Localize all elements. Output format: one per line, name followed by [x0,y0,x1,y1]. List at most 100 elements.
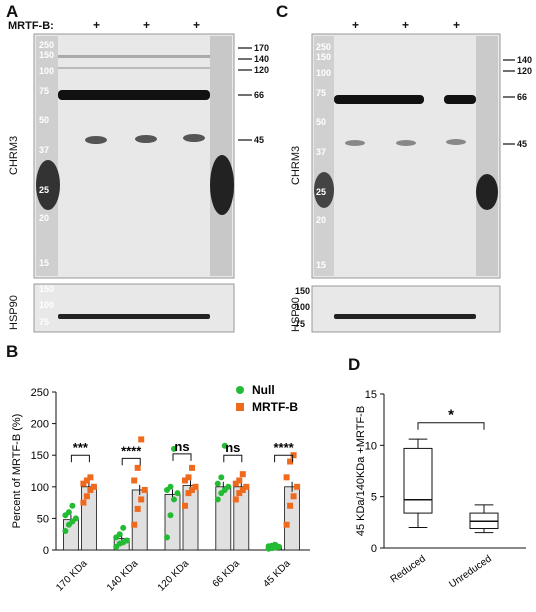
data-point [287,502,294,509]
mw-ladder-label: 100 [39,66,55,76]
significance-label: *** [73,440,89,455]
mw-ladder-label: 20 [316,215,327,225]
legend-label: Null [252,383,275,397]
right-marker-label: 140 [254,54,270,64]
plus-mark: + [93,18,101,32]
data-point [185,490,192,497]
data-point [164,534,170,541]
mw-ladder-label: 50 [316,117,327,127]
blot-a-hsp90-band [58,314,210,319]
data-point [80,480,87,487]
data-point [83,493,90,500]
data-point [138,436,145,443]
plus-mark: + [193,18,201,32]
legend-marker [236,386,244,394]
plus-mark: + [352,18,360,32]
x-tick-label: 45 KDa [261,558,293,590]
mw-ladder-label: 15 [316,260,327,270]
antibody-label: CHRM3 [8,135,20,175]
data-point [232,480,239,487]
data-point [290,452,297,459]
bar [215,486,232,551]
y-axis-label: 45 KDa/140KDa +MRTF-B [355,406,367,536]
data-point [167,483,174,490]
data-point [120,524,127,531]
data-point [65,509,72,516]
mw-ladder-label: 25 [39,185,50,195]
data-point [174,490,181,497]
data-point [182,477,188,484]
blot-a-45-band [85,136,107,144]
y-tick-label: 0 [43,545,49,557]
plus-mark: + [143,18,151,32]
significance-label: **** [121,443,142,458]
right-marker-label: 45 [254,135,265,145]
y-tick-label: 50 [37,513,49,525]
right-marker-label: 45 [517,139,528,149]
data-point [87,474,94,481]
data-point [80,499,87,506]
antibody-label: CHRM3 [290,145,302,185]
x-tick-label: 120 KDa [156,558,192,594]
data-point [294,483,301,490]
mw-ladder-label: 75 [316,88,327,98]
panel-label-b: B [6,342,19,361]
hsp-ladder-label: 150 [295,286,311,296]
box [403,447,433,514]
data-point [62,528,69,535]
x-tick-label: 170 KDa [54,558,90,594]
blot-a-45-band [135,135,157,143]
bar-chart-b: 0 50 100 150 200 250 Percent of MRTF-B (%) *** 1… [11,383,310,594]
panel-label-c: C [276,2,289,21]
significance-bracket [223,454,243,463]
blot-a-arrows [238,47,252,141]
significance-label: ns [225,440,240,455]
blot-c-ladder-lane [314,36,334,276]
hsp-ladder-label: 100 [39,300,55,310]
significance-bracket [121,457,141,466]
mw-ladder-label: 250 [316,42,332,52]
data-point [171,445,177,452]
legend-marker [236,403,244,411]
blot-c-hsp90-band [334,314,476,319]
blot-a-membrane [33,33,235,279]
significance-bracket [70,454,90,463]
blot-c-45-band [396,140,416,146]
blot-c-66-band [444,95,476,104]
data-point [283,474,290,481]
data-point [287,458,294,465]
data-point [272,541,279,548]
data-point [182,502,188,509]
data-point [218,474,225,481]
data-point [243,483,250,490]
y-tick-label: 0 [371,543,377,555]
right-marker-label: 120 [517,66,533,76]
mw-ladder-label: 75 [39,86,50,96]
data-point [189,486,195,493]
hsp-ladder-label: 100 [295,302,311,312]
data-point [283,521,290,528]
mw-ladder-label: 100 [316,68,332,78]
y-tick-label: 5 [371,492,377,504]
blot-a-marker-blob [210,155,234,215]
legend-label: MRTF-B [252,400,298,414]
data-point [123,537,130,544]
data-point [192,483,199,490]
blot-c-marker-blob [476,174,498,210]
data-point [87,486,94,493]
right-marker-label: 140 [517,55,533,65]
significance-label: **** [273,440,294,455]
data-point [90,483,97,490]
significance-label: ns [174,439,189,454]
data-point [134,464,141,471]
y-tick-label: 200 [31,419,49,431]
data-point [69,502,76,509]
data-point [141,486,148,493]
y-tick-label: 250 [31,387,49,399]
blot-c-marker-lane [476,36,498,276]
plus-mark: + [453,18,461,32]
mw-ladder-label: 15 [39,258,50,268]
significance-bracket [274,454,294,463]
mw-ladder-label: 20 [39,213,50,223]
